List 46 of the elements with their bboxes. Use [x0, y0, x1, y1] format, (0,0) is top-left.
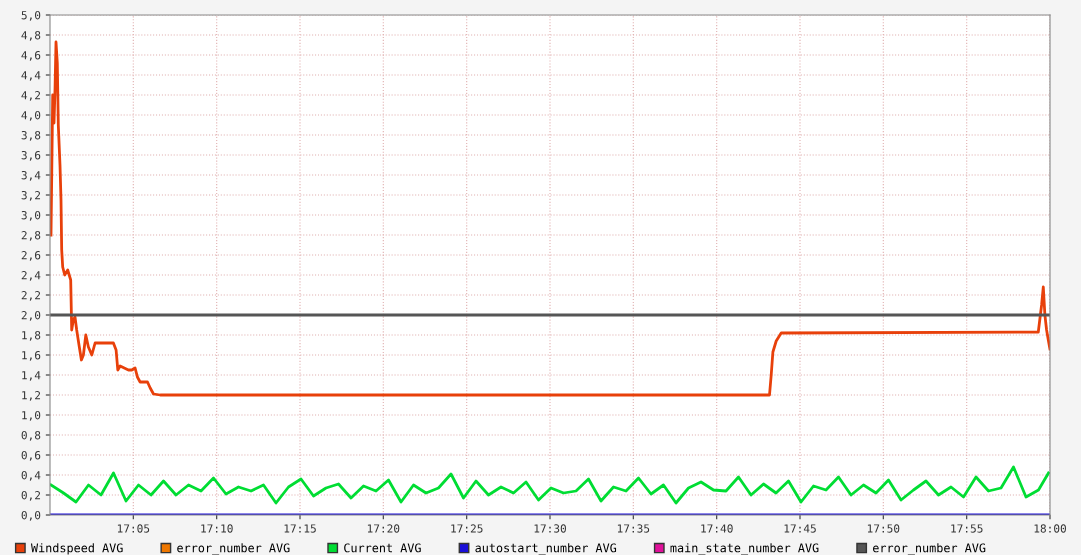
x-tick-label: 17:15 [284, 524, 316, 533]
x-tick-label: 18:00 [1034, 524, 1066, 533]
y-tick-label: 2,4 [21, 271, 41, 281]
legend-label: autostart_number AVG [475, 543, 617, 555]
line-series [50, 40, 1050, 397]
x-tick-label: 17:20 [367, 524, 400, 533]
y-tick-label: 1,0 [22, 411, 41, 421]
x-tick-label: 17:10 [201, 524, 233, 533]
x-tick-label: 17:30 [534, 524, 566, 533]
y-tick-label: 0,6 [21, 451, 41, 461]
y-tick-label: 2,0 [21, 311, 41, 321]
legend-label: Current AVG [344, 543, 421, 553]
line-series [50, 465, 1050, 505]
y-tick-label: 2,6 [21, 251, 41, 261]
y-tick-label: 0,2 [21, 491, 41, 501]
y-tick-label: 1,4 [22, 371, 41, 381]
x-tick-label: 17:50 [867, 524, 900, 533]
y-tick-label: 3,2 [21, 191, 41, 201]
y-tick-label: 3,0 [21, 211, 41, 221]
legend-label: error_number AVG [177, 543, 290, 555]
x-tick-label: 17:25 [451, 524, 483, 533]
x-tick-label: 17:45 [784, 524, 816, 533]
y-tick-label: 1,2 [22, 391, 41, 401]
y-tick-label: 3,4 [21, 171, 41, 181]
x-tick-label: 17:05 [117, 524, 150, 533]
y-tick-label: 4,2 [21, 91, 41, 101]
y-tick-label: 3,6 [21, 151, 41, 161]
y-tick-label: 4,0 [21, 111, 41, 121]
legend-label: main_state_number AVG [670, 543, 819, 555]
legend-label: error_number AVG [873, 543, 986, 555]
x-tick-label: 17:40 [701, 524, 733, 533]
y-tick-label: 0,0 [21, 511, 41, 521]
y-tick-label: 2,2 [21, 291, 41, 301]
legend-label: Windspeed AVG [30, 543, 123, 555]
y-tick-label: 3,8 [21, 131, 41, 141]
y-tick-label: 4,8 [21, 31, 41, 41]
y-tick-label: 5,0 [21, 11, 41, 21]
y-tick-label: 1,6 [22, 351, 41, 361]
y-tick-label: 0,8 [21, 431, 41, 441]
y-tick-label: 2,8 [21, 231, 41, 241]
y-tick-label: 0,4 [21, 471, 41, 481]
y-tick-label: 4,4 [21, 71, 41, 81]
y-tick-label: 1,8 [22, 331, 41, 341]
x-tick-label: 17:35 [617, 524, 650, 533]
y-tick-label: 4,6 [21, 51, 41, 61]
x-tick-label: 17:55 [951, 524, 983, 533]
